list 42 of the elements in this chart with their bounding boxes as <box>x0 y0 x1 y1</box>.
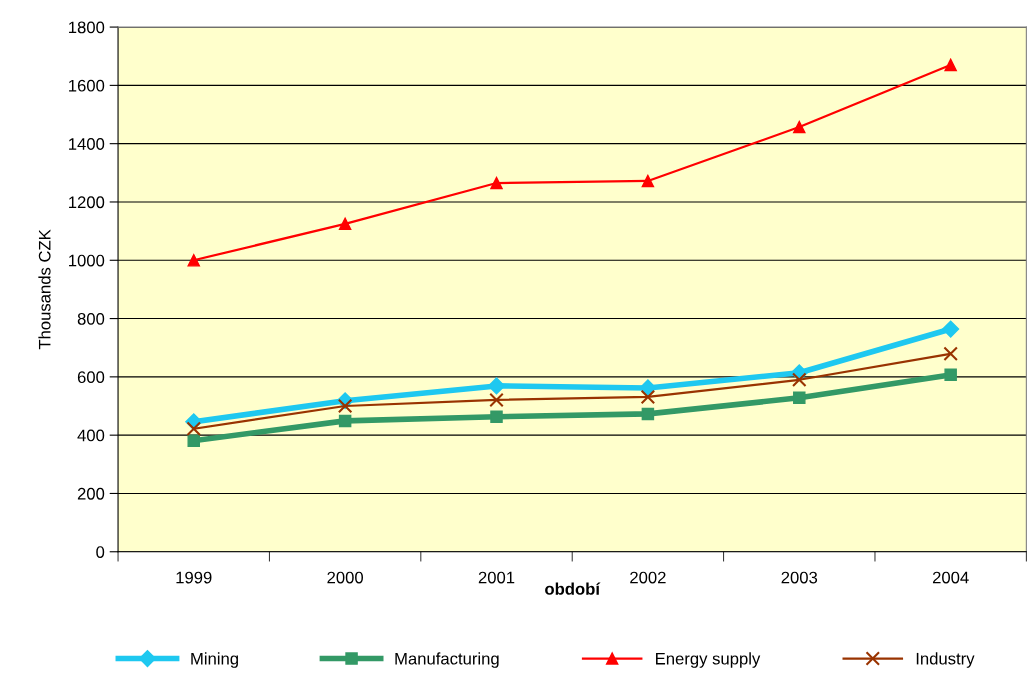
point <box>490 410 503 424</box>
legend-label: Energy supply <box>656 652 761 668</box>
x-tick-label: 2004 <box>932 571 969 584</box>
point <box>944 368 957 382</box>
y-tick-label: 1400 <box>69 138 105 150</box>
point <box>944 58 957 72</box>
point <box>640 389 656 405</box>
y-tick-label: 600 <box>77 371 105 384</box>
point <box>186 421 202 437</box>
y-tick-label: 1000 <box>69 254 105 267</box>
x-tick-label: 2003 <box>781 571 818 584</box>
y-tick-label: 400 <box>77 429 105 442</box>
x-tick-label: 2001 <box>478 571 515 584</box>
y-axis-title: Thousands CZK <box>38 229 51 350</box>
point <box>943 346 958 362</box>
point <box>337 398 353 414</box>
point <box>641 407 655 421</box>
x-tick-label: 1999 <box>176 571 212 584</box>
point <box>793 391 806 405</box>
x-axis-title: období <box>545 582 601 595</box>
y-tick-label: 200 <box>77 487 105 500</box>
y-tick-label: 1600 <box>69 79 105 92</box>
point <box>490 176 503 190</box>
point <box>338 414 352 428</box>
point <box>942 320 960 338</box>
point <box>338 217 352 231</box>
x-tick-label: 2000 <box>327 571 364 584</box>
legend-label: Industry <box>916 652 975 668</box>
y-tick-label: 1200 <box>69 196 105 209</box>
y-tick-label: 800 <box>77 312 105 325</box>
point <box>641 174 655 188</box>
legend-label: Mining <box>191 652 238 668</box>
point <box>793 120 806 134</box>
point <box>187 434 200 447</box>
y-tick-label: 1800 <box>69 21 105 34</box>
x-tick-label: 2002 <box>630 571 666 584</box>
point <box>639 379 657 397</box>
y-tick-label: 0 <box>96 546 105 558</box>
point <box>489 392 504 408</box>
point <box>791 372 807 388</box>
legend-label: Manufacturing <box>395 652 499 668</box>
point <box>187 254 200 267</box>
